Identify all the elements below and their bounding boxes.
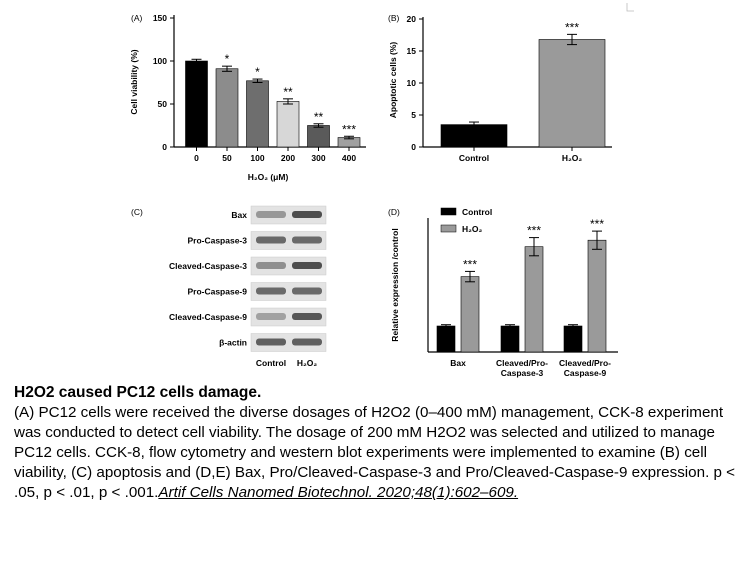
panel-a-label: (A) <box>131 13 143 23</box>
panel-a-bar <box>246 80 269 148</box>
panel-a-xtick-label: 300 <box>311 153 325 163</box>
panel-b-xtick-label: Control <box>459 153 489 163</box>
blot-row-label: Cleaved-Caspase-9 <box>169 312 247 322</box>
blot-column-label: Control <box>256 358 286 368</box>
blot-row-label: β-actin <box>219 338 247 348</box>
panel-a-xtick-label: 0 <box>194 153 199 163</box>
panel-b-ylabel: Apoptotic cells (%) <box>388 42 398 119</box>
panel-c: (C) Bax Pro-Caspase-3 Cleaved-Caspase-3 Pro… <box>131 205 327 368</box>
panel-b-ytick-label: 20 <box>407 14 417 24</box>
blot-column-label: H₂O₂ <box>297 358 318 368</box>
panel-d-bar <box>500 325 520 353</box>
panel-a-bar <box>215 68 239 148</box>
panel-a-xlabel: H₂O₂ (μM) <box>248 172 289 182</box>
panel-d-bar <box>436 325 456 353</box>
panel-d-bar <box>563 325 583 353</box>
blot-strip <box>250 307 327 327</box>
panel-a-ylabel: Cell viability (%) <box>129 49 139 114</box>
panel-a-xtick-label: 400 <box>342 153 356 163</box>
panel-d-significance: *** <box>463 257 477 271</box>
panel-d-xtick-label: Caspase-9 <box>564 368 607 378</box>
panel-a: (A) Cell viability (%) 0 50 100 150 0 * 50 * 10… <box>129 13 366 182</box>
blot-band <box>292 211 322 218</box>
blot-band <box>292 313 322 320</box>
blot-band <box>256 262 286 269</box>
panel-b-label: (B) <box>388 13 400 23</box>
caption-title: H2O2 caused PC12 cells damage. <box>14 384 262 401</box>
blot-band <box>256 287 286 295</box>
blot-band <box>256 236 286 244</box>
panel-a-bar <box>276 101 300 148</box>
panel-d-significance: *** <box>590 217 604 231</box>
panel-d-xtick-label: Caspase-3 <box>501 368 544 378</box>
blot-strip <box>250 231 327 250</box>
panel-b-xtick-label: H₂O₂ <box>562 153 583 163</box>
panel-d-legend-swatch <box>440 224 457 233</box>
caption-body: (A) PC12 cells were received the diverse… <box>14 404 736 501</box>
blot-band <box>256 338 286 346</box>
panel-d-significance: *** <box>527 224 541 238</box>
blot-band <box>292 262 322 269</box>
blot-row-label: Pro-Caspase-9 <box>187 287 247 297</box>
panel-a-significance: ** <box>314 110 324 124</box>
panel-d-label: (D) <box>388 207 400 217</box>
blot-strip <box>250 282 327 301</box>
panel-a-ytick-label: 150 <box>153 13 167 23</box>
panel-b-significance: *** <box>565 20 579 34</box>
panel-b-bar <box>538 39 606 148</box>
panel-d-bar <box>587 239 607 353</box>
panel-b-ytick-label: 15 <box>407 46 417 56</box>
panel-a-bar <box>185 60 208 148</box>
panel-d-xtick-label: Cleaved/Pro- <box>559 358 611 368</box>
panel-b-ytick-label: 10 <box>407 78 417 88</box>
panel-a-ytick-label: 100 <box>153 56 167 66</box>
caption-citation-link[interactable]: Artif Cells Nanomed Biotechnol. 2020;48(… <box>158 484 519 501</box>
panel-a-significance: ** <box>283 85 293 99</box>
panel-a-xtick-label: 200 <box>281 153 295 163</box>
panel-d-xtick-label: Bax <box>450 358 466 368</box>
blot-band <box>292 287 322 295</box>
panel-b-ytick-label: 0 <box>411 142 416 152</box>
blot-band <box>292 338 322 346</box>
blot-row-label: Bax <box>231 210 247 220</box>
panel-d-bar <box>460 276 480 353</box>
panel-d-ylabel: Relative expression /control <box>390 228 400 341</box>
blot-strip <box>250 205 327 225</box>
panel-c-label: (C) <box>131 207 143 217</box>
panel-a-xtick-label: 100 <box>250 153 264 163</box>
corner-mark <box>626 3 634 12</box>
panel-d-xtick-label: Cleaved/Pro- <box>496 358 548 368</box>
panel-a-ytick-label: 50 <box>158 99 168 109</box>
panel-d: (D) Relative expression /control Control… <box>388 207 618 378</box>
figure-caption: H2O2 caused PC12 cells damage. (A) PC12 … <box>14 383 749 503</box>
panel-b-bar <box>440 124 508 148</box>
panel-d-legend-label: Control <box>462 207 492 217</box>
panel-a-significance: *** <box>342 122 356 136</box>
panel-d-bar <box>524 246 544 353</box>
blot-band <box>292 236 322 244</box>
panel-a-ytick-label: 0 <box>162 142 167 152</box>
blot-band <box>256 211 286 218</box>
panel-d-legend-label: H₂O₂ <box>462 224 483 234</box>
panel-a-bar <box>307 125 330 148</box>
blot-row-label: Cleaved-Caspase-3 <box>169 261 247 271</box>
blot-strip <box>250 256 327 276</box>
panel-a-significance: * <box>225 52 230 66</box>
panel-a-xtick-label: 50 <box>222 153 232 163</box>
panel-d-legend-swatch <box>440 207 457 216</box>
panel-a-significance: * <box>255 65 260 79</box>
panel-b: (B) Apoptotic cells (%) 0 5 10 15 20 Control… <box>388 13 612 163</box>
panel-b-ytick-label: 5 <box>411 110 416 120</box>
blot-band <box>256 313 286 320</box>
blot-row-label: Pro-Caspase-3 <box>187 236 247 246</box>
blot-strip <box>250 333 327 352</box>
